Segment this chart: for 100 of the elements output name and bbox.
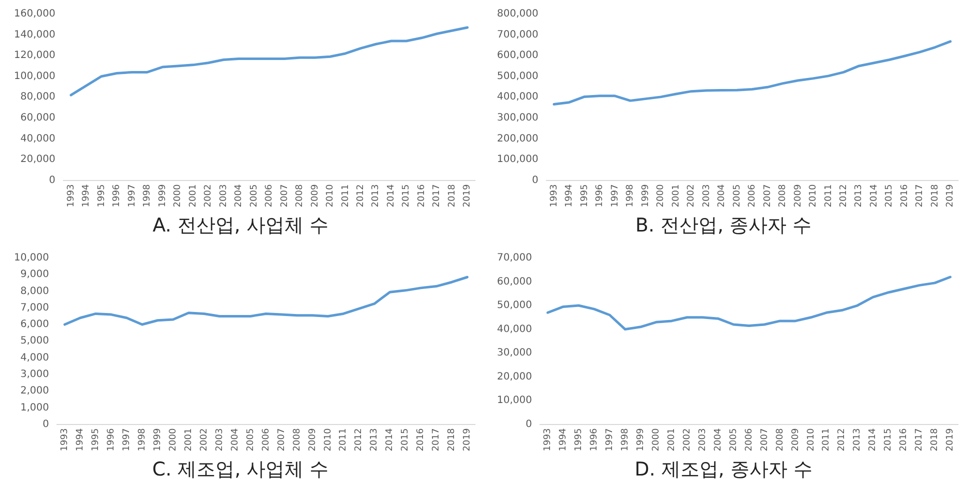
- x-tick-label: 1993: [549, 184, 560, 208]
- x-tick-label: 2009: [308, 428, 318, 452]
- x-tick-label: 1997: [610, 184, 620, 208]
- x-tick-label: 1999: [636, 428, 646, 452]
- x-tick-label: 2017: [915, 184, 926, 208]
- y-tick-label: 3,000: [20, 369, 49, 380]
- y-tick-label: 100,000: [14, 70, 56, 82]
- y-tick-label: 700,000: [496, 29, 538, 40]
- x-tick-label: 2019: [462, 428, 473, 452]
- y-tick-label: 300,000: [496, 112, 538, 124]
- x-tick-label: 2005: [732, 184, 742, 208]
- x-tick-label: 2004: [713, 428, 724, 452]
- x-tick-label: 1996: [590, 428, 600, 452]
- x-tick-label: 2004: [230, 428, 240, 452]
- x-tick-label: 2019: [946, 428, 956, 452]
- y-tick-label: 60,000: [20, 112, 56, 124]
- x-tick-label: 1994: [558, 428, 569, 452]
- x-tick-label: 2007: [280, 184, 290, 208]
- x-tick-label: 2019: [462, 184, 473, 208]
- y-tick-label: 800,000: [496, 8, 538, 20]
- x-tick-label: 2000: [656, 184, 666, 208]
- x-tick-label: 2004: [717, 184, 728, 208]
- x-tick-label: 1997: [605, 428, 615, 452]
- x-tick-label: 2014: [386, 184, 396, 208]
- x-tick-label: 1998: [620, 428, 630, 452]
- x-tick-label: 2015: [402, 184, 412, 208]
- x-tick-label: 2016: [900, 184, 910, 208]
- y-tick-label: 0: [42, 418, 49, 430]
- x-tick-label: 2012: [354, 428, 364, 452]
- x-tick-label: 1996: [595, 184, 606, 208]
- x-tick-label: 2019: [946, 184, 956, 208]
- x-tick-label: 2002: [199, 428, 210, 452]
- x-tick-label: 2003: [702, 184, 712, 208]
- y-tick-label: 4,000: [20, 352, 49, 364]
- x-tick-label: 2000: [173, 184, 184, 208]
- y-tick-label: 10,000: [14, 252, 49, 264]
- x-tick-label: 2013: [852, 428, 863, 452]
- x-tick-label: 2015: [884, 184, 895, 208]
- x-tick-label: 2018: [447, 184, 458, 208]
- x-tick-label: 2006: [261, 428, 272, 452]
- x-tick-label: 1997: [127, 184, 138, 208]
- y-tick-label: 10,000: [496, 395, 532, 406]
- x-tick-label: 2001: [671, 184, 682, 208]
- text: C. 제조업, 사업체 수: [152, 458, 329, 481]
- x-tick-label: 2010: [806, 428, 816, 452]
- x-tick-label: 2017: [432, 428, 442, 452]
- y-tick-label: 100,000: [496, 154, 538, 166]
- x-tick-label: 2010: [326, 184, 336, 208]
- x-tick-label: 2009: [310, 184, 320, 208]
- y-tick-label: 9,000: [20, 269, 49, 280]
- x-tick-label: 1994: [76, 428, 86, 452]
- x-tick-label: 2012: [837, 428, 848, 452]
- x-tick-label: 2014: [869, 184, 880, 208]
- x-tick-label: 1999: [152, 428, 163, 452]
- x-tick-label: 2012: [356, 184, 366, 208]
- y-tick-label: 20,000: [20, 154, 56, 166]
- y-tick-label: 500,000: [496, 70, 538, 82]
- x-tick-label: 2001: [184, 428, 194, 452]
- y-tick-label: 80,000: [20, 92, 56, 103]
- x-tick-label: 1993: [543, 428, 554, 452]
- x-tick-label: 2008: [775, 428, 786, 452]
- x-tick-label: 2014: [385, 428, 396, 452]
- x-tick-label: 1996: [112, 184, 122, 208]
- x-tick-label: 1993: [66, 184, 76, 208]
- x-tick-label: 1995: [580, 184, 590, 208]
- x-tick-label: 2013: [370, 428, 380, 452]
- x-tick-label: 2003: [218, 184, 229, 208]
- y-tick-label: 50,000: [496, 300, 532, 312]
- x-tick-label: 2011: [824, 184, 834, 208]
- x-tick-label: 2007: [760, 428, 770, 452]
- x-tick-label: 2001: [188, 184, 198, 208]
- x-tick-label: 1995: [91, 428, 102, 452]
- y-tick-label: 120,000: [14, 50, 56, 62]
- x-tick-label: 2002: [686, 184, 697, 208]
- y-tick-label: 8,000: [20, 286, 49, 297]
- x-tick-label: 2009: [793, 184, 804, 208]
- y-tick-label: 7,000: [20, 302, 49, 314]
- x-tick-label: 2012: [838, 184, 849, 208]
- y-tick-label: 6,000: [20, 319, 49, 330]
- x-tick-label: 1997: [122, 428, 132, 452]
- x-tick-label: 2011: [338, 428, 349, 452]
- y-tick-label: 60,000: [496, 276, 532, 288]
- x-tick-label: 2015: [884, 428, 894, 452]
- x-tick-label: 2000: [168, 428, 178, 452]
- x-tick-label: 1998: [142, 184, 153, 208]
- x-tick-label: 1994: [564, 184, 575, 208]
- y-tick-label: 20,000: [496, 371, 532, 382]
- x-tick-label: 2005: [249, 184, 260, 208]
- y-tick-label: 40,000: [496, 324, 532, 335]
- x-tick-label: 2008: [778, 184, 788, 208]
- x-tick-label: 1999: [640, 184, 651, 208]
- x-tick-label: 1999: [158, 184, 168, 208]
- x-tick-label: 2006: [744, 428, 754, 452]
- x-tick-label: 2009: [790, 428, 801, 452]
- y-tick-label: 0: [532, 174, 538, 186]
- y-tick-label: 40,000: [20, 133, 56, 144]
- y-tick-label: 5,000: [20, 336, 49, 347]
- x-tick-label: 2007: [276, 428, 287, 452]
- x-tick-label: 2000: [651, 428, 662, 452]
- x-tick-label: 1998: [137, 428, 148, 452]
